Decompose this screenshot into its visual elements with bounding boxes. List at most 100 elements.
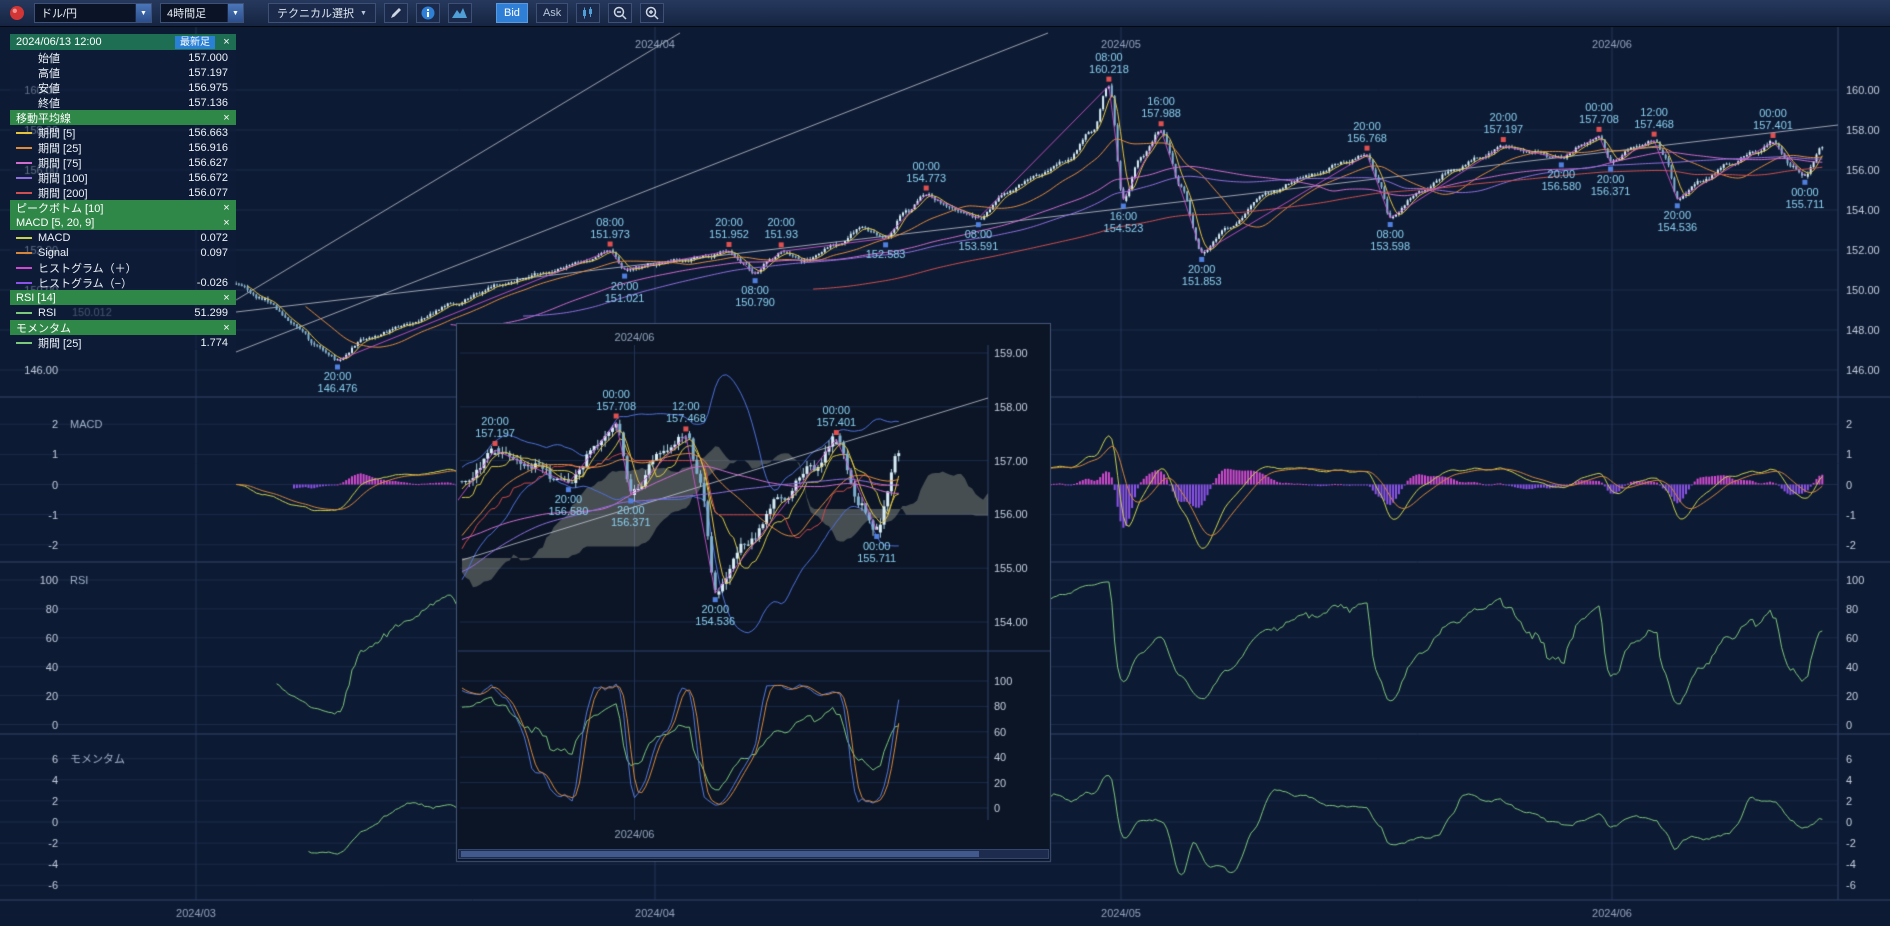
bid-button[interactable]: Bid — [495, 3, 528, 23]
row-value: 0.072 — [200, 231, 228, 244]
app-logo-icon — [8, 4, 26, 22]
time-axis[interactable] — [0, 900, 1838, 926]
technical-select-label: テクニカル選択 — [277, 8, 354, 20]
scrollbar-thumb[interactable] — [461, 851, 980, 857]
row-value: 156.672 — [188, 171, 228, 184]
indicator-row: 終値 157.136 — [10, 95, 236, 110]
close-icon[interactable]: × — [223, 36, 230, 48]
row-label: 終値 — [38, 97, 60, 110]
row-value: 51.299 — [194, 306, 228, 319]
line-swatch — [16, 341, 32, 344]
line-swatch — [16, 281, 32, 284]
indicator-row: MACD 0.072 — [10, 230, 236, 245]
indicator-title: MACD [5, 20, 9] — [16, 216, 95, 229]
line-swatch — [16, 57, 32, 59]
currency-pair-select[interactable]: ドル/円 ▼ — [34, 3, 152, 23]
row-label: 安値 — [38, 82, 60, 95]
line-swatch — [16, 176, 32, 179]
indicator-row: ヒストグラム（＋） — [10, 260, 236, 275]
zoom-out-button[interactable] — [608, 3, 633, 23]
indicator-row: 期間 [200] 156.077 — [10, 185, 236, 200]
row-label: 期間 [100] — [38, 172, 88, 185]
row-value: 156.663 — [188, 126, 228, 139]
row-label: 期間 [25] — [38, 142, 82, 155]
indicator-info-panel: 2024/06/13 12:00 最新足 × 始値 157.000 高値 157.19… — [10, 34, 236, 350]
line-swatch — [16, 311, 32, 314]
zoom-in-icon — [646, 6, 659, 20]
line-swatch — [16, 161, 32, 164]
line-swatch — [16, 236, 32, 239]
line-swatch — [16, 72, 32, 74]
chart-mode-button[interactable] — [447, 3, 472, 23]
row-value: 1.774 — [200, 336, 228, 349]
line-swatch — [16, 251, 32, 254]
indicator-title: モメンタム — [16, 322, 71, 335]
currency-pair-label: ドル/円 — [41, 8, 78, 20]
indicator-row: 期間 [100] 156.672 — [10, 170, 236, 185]
row-value: 156.916 — [188, 141, 228, 154]
row-label: 期間 [25] — [38, 337, 82, 350]
indicator-header: RSI [14] × — [10, 290, 236, 305]
latest-badge: 最新足 — [175, 35, 215, 49]
row-value: 156.077 — [188, 186, 228, 199]
close-icon[interactable]: × — [223, 321, 230, 334]
timeframe-label: 4時間足 — [167, 8, 207, 20]
indicator-row: 期間 [5] 156.663 — [10, 125, 236, 140]
row-value: 156.627 — [188, 156, 228, 169]
indicator-header: ピークボトム [10] × — [10, 200, 236, 215]
close-icon[interactable]: × — [223, 291, 230, 304]
indicator-row: 安値 156.975 — [10, 80, 236, 95]
row-value: 0.097 — [200, 246, 228, 259]
indicator-title: RSI [14] — [16, 291, 56, 304]
ask-button[interactable]: Ask — [535, 3, 569, 23]
indicator-row: RSI 51.299 — [10, 305, 236, 320]
close-icon[interactable]: × — [223, 201, 230, 214]
row-label: 高値 — [38, 67, 60, 80]
row-label: RSI — [38, 306, 57, 319]
chevron-down-icon[interactable]: ▼ — [135, 4, 151, 22]
row-label: MACD — [38, 231, 71, 244]
pencil-icon — [390, 8, 401, 18]
row-value: 157.000 — [188, 51, 228, 64]
indicator-list: 始値 157.000 高値 157.197 安値 156.975 終値 157.136 移動平均… — [10, 50, 236, 350]
inset-horizontal-scrollbar[interactable] — [458, 849, 1049, 859]
row-value: 157.136 — [188, 96, 228, 109]
row-label: ヒストグラム（＋） — [38, 262, 137, 275]
indicator-title: ピークボトム [10] — [16, 202, 104, 215]
row-value: 156.975 — [188, 81, 228, 94]
chevron-down-icon[interactable]: ▼ — [227, 4, 243, 22]
close-icon[interactable]: × — [223, 216, 230, 229]
row-label: ヒストグラム（−） — [38, 277, 133, 290]
line-swatch — [16, 87, 32, 89]
indicator-row: 期間 [75] 156.627 — [10, 155, 236, 170]
row-label: 期間 [200] — [38, 187, 88, 200]
latest-bar-datetime: 2024/06/13 12:00 — [16, 36, 102, 48]
line-swatch — [16, 191, 32, 194]
zoom-in-button[interactable] — [640, 3, 665, 23]
close-icon[interactable]: × — [223, 111, 230, 124]
zoom-out-icon — [614, 6, 627, 20]
row-label: 期間 [75] — [38, 157, 82, 170]
draw-tool-button[interactable] — [383, 3, 408, 23]
row-value: -0.026 — [196, 276, 228, 289]
indicator-row: 始値 157.000 — [10, 50, 236, 65]
indicator-row: 高値 157.197 — [10, 65, 236, 80]
detached-chart-window[interactable] — [456, 323, 1051, 862]
indicator-header: MACD [5, 20, 9] × — [10, 215, 236, 230]
toolbar: ドル/円 ▼ 4時間足 ▼ テクニカル選択 ▼ Bid Ask — [0, 0, 1890, 27]
technical-select-button[interactable]: テクニカル選択 ▼ — [268, 3, 376, 23]
indicator-header: 移動平均線 × — [10, 110, 236, 125]
row-value: 157.197 — [188, 66, 228, 79]
info-button[interactable] — [415, 3, 440, 23]
indicator-row: Signal 0.097 — [10, 245, 236, 260]
timeframe-select[interactable]: 4時間足 ▼ — [160, 3, 244, 23]
row-label: 始値 — [38, 52, 60, 65]
latest-bar-row: 2024/06/13 12:00 最新足 × — [10, 34, 236, 50]
line-swatch — [16, 266, 32, 269]
indicator-row: 期間 [25] 156.916 — [10, 140, 236, 155]
price-axis[interactable] — [1838, 27, 1890, 900]
line-swatch — [16, 131, 32, 134]
candlestick-chart-button[interactable] — [576, 3, 601, 23]
indicator-title: 移動平均線 — [16, 112, 71, 125]
